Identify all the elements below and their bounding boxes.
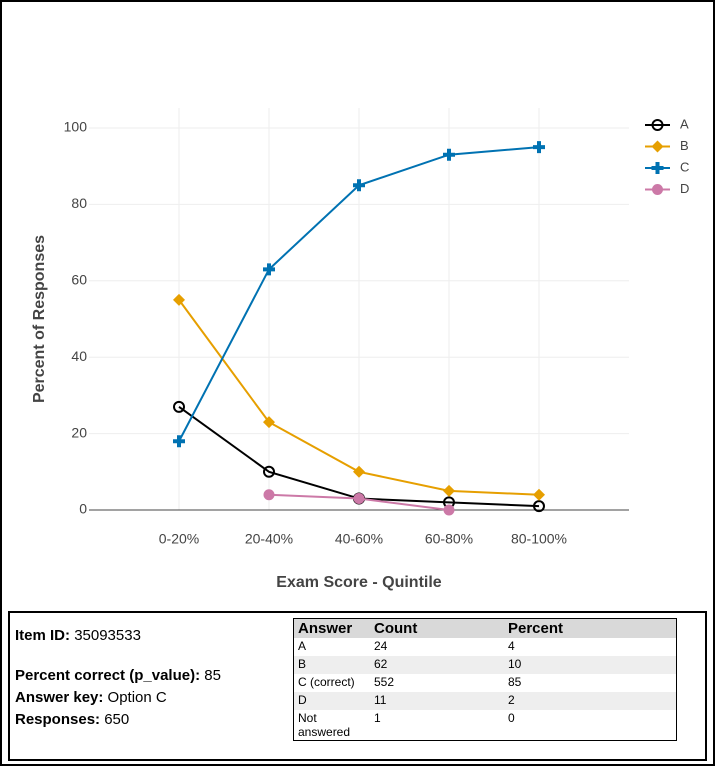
series xyxy=(173,119,664,513)
table-cell: 1 xyxy=(374,711,381,725)
field-value: 85 xyxy=(204,667,221,684)
x-tick-label: 0-20% xyxy=(159,531,199,547)
point xyxy=(443,484,455,497)
field-label: Responses: xyxy=(15,711,101,728)
table-cell: D xyxy=(293,692,370,710)
legend-label: B xyxy=(680,138,689,153)
x-tick-label: 40-60% xyxy=(335,531,383,547)
field-value: 35093533 xyxy=(74,627,141,644)
table-cell: 0 xyxy=(508,711,515,725)
field-label: Percent correct (p_value): xyxy=(15,667,201,684)
point xyxy=(353,179,365,192)
point xyxy=(263,416,275,429)
series xyxy=(173,140,664,501)
point xyxy=(173,400,185,413)
legend-label: C xyxy=(680,159,689,174)
point xyxy=(533,500,545,513)
header-row: Answer Count Percent xyxy=(293,618,677,638)
field-value: 650 xyxy=(104,711,130,728)
point xyxy=(443,504,455,516)
table-cell: 62 xyxy=(370,656,504,674)
y-tick-label: 60 xyxy=(71,272,87,288)
info-field: Responses: 650 xyxy=(15,711,129,728)
table-row: D 11 2 xyxy=(293,692,677,710)
y-tick-label: 0 xyxy=(79,501,87,517)
table-cell: A xyxy=(298,639,307,653)
legend-label: A xyxy=(680,116,689,131)
info-field: Item ID: 35093533 xyxy=(15,627,141,644)
series xyxy=(173,141,664,448)
table-cell: Not answered xyxy=(298,711,351,739)
y-tick-label: 40 xyxy=(71,348,87,364)
point xyxy=(533,488,545,501)
info-field: Answer key: Option C xyxy=(15,689,167,706)
x-axis-title: Exam Score - Quintile xyxy=(276,574,441,591)
item-info: Item ID: 35093533 Percent correct (p_valu… xyxy=(8,611,707,761)
y-tick-label: 20 xyxy=(71,424,87,440)
point xyxy=(173,293,185,306)
series xyxy=(263,184,663,516)
table-cell: 11 xyxy=(370,692,504,710)
table-row: B 62 10 xyxy=(293,656,677,674)
y-tick-label: 80 xyxy=(71,195,87,211)
legend-label: D xyxy=(680,181,689,196)
point xyxy=(173,435,185,448)
table-cell: 552 xyxy=(374,675,395,689)
y-axis-title: Percent of Responses xyxy=(31,235,48,403)
info-field: Percent correct (p_value): 85 xyxy=(15,667,221,684)
table-cell: 4 xyxy=(508,639,515,653)
table-row: A 24 4 xyxy=(294,638,677,656)
table-row: C (correct) 552 85 xyxy=(294,674,677,692)
point xyxy=(353,493,365,505)
field-label: Answer key: xyxy=(15,689,104,706)
point xyxy=(443,148,455,161)
table-cell: 85 xyxy=(508,675,522,689)
point xyxy=(263,489,275,501)
header-cell: Answer xyxy=(293,618,370,638)
field-label: Item ID: xyxy=(15,627,71,644)
chart: Exam Score - Quintile Percent of Respons… xyxy=(31,108,689,591)
table-row: Not answered 1 0 xyxy=(294,710,677,741)
table-cell: 24 xyxy=(374,639,388,653)
table-cell: B xyxy=(293,656,370,674)
x-tick-label: 60-80% xyxy=(425,531,473,547)
x-tick-label: 20-40% xyxy=(245,531,293,547)
table-cell: C (correct) xyxy=(298,675,355,689)
answer-table: Answer Count Percent A 24 4 B 62 10 C (correct) 55… xyxy=(293,618,677,741)
field-value: Option C xyxy=(107,689,167,706)
point xyxy=(263,465,275,478)
table-cell: 2 xyxy=(504,692,677,710)
point xyxy=(263,263,275,276)
point xyxy=(353,465,365,478)
x-tick-label: 80-100% xyxy=(511,531,567,547)
header-cell: Percent xyxy=(504,618,677,638)
table-cell: 10 xyxy=(504,656,677,674)
point xyxy=(533,141,545,154)
header-cell: Count xyxy=(370,618,504,638)
y-tick-label: 100 xyxy=(64,119,88,135)
